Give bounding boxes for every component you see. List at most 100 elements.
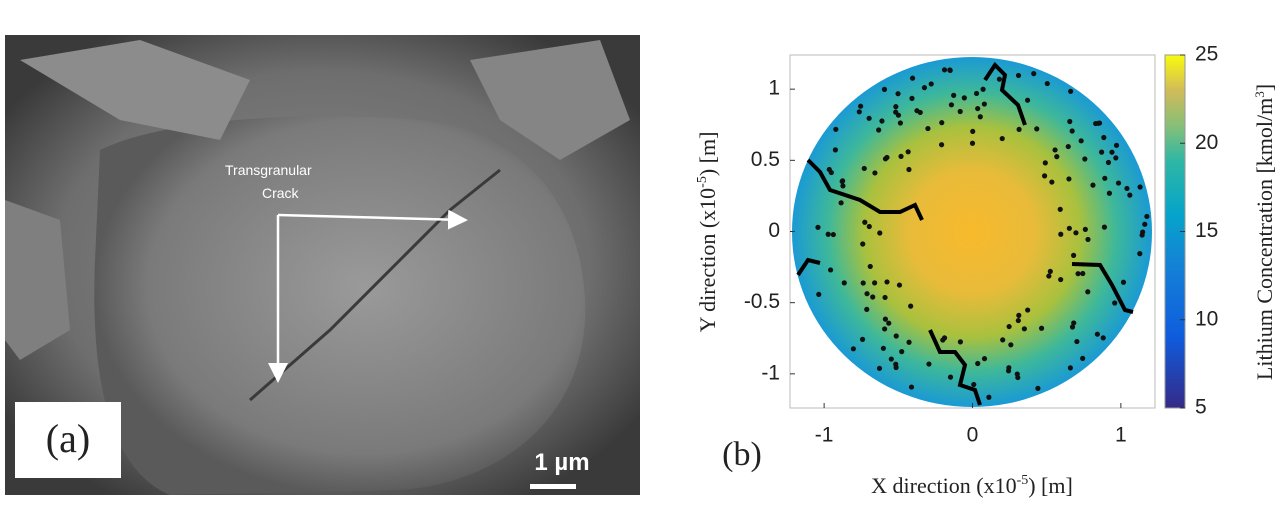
damage-point [860,241,866,247]
y-tick-label: -1 [761,361,780,384]
damage-point [906,339,912,345]
damage-point [870,294,876,300]
damage-point [1142,221,1148,227]
damage-point [1078,138,1084,144]
damage-point [1075,271,1081,277]
damage-point [1044,80,1050,87]
damage-point [961,95,967,101]
colorbar-tick-label: 15 [1195,219,1218,242]
damage-point [880,345,886,351]
damage-point [1066,225,1072,231]
y-tick-label: 1 [768,77,780,100]
damage-point [897,120,903,126]
damage-point [1082,156,1088,162]
damage-point [1080,355,1086,361]
damage-point [866,223,872,230]
damage-point [1021,326,1027,332]
damage-point [1093,120,1099,127]
x-tick-label: 1 [1115,424,1127,447]
damage-point [986,394,992,400]
damage-point [1054,154,1060,160]
damage-point [996,76,1003,82]
damage-point [981,356,988,362]
damage-point [1071,320,1077,326]
y-axis-label: Y direction (x10-5) [m] [695,132,720,333]
damage-point [1058,276,1064,283]
label-part: ) [m] [1028,473,1073,498]
damage-point [1034,126,1040,132]
damage-point [1144,213,1150,220]
damage-point [1115,180,1122,186]
crack [983,61,1027,126]
damage-point [1112,300,1118,306]
damage-point [948,102,955,108]
damage-point [877,230,883,236]
damage-point [939,120,945,126]
damage-point [1005,368,1012,374]
colorbar-tick-label: 5 [1195,396,1207,419]
damage-point [909,95,915,101]
damage-point [876,127,882,133]
colorbar-tick-label: 20 [1195,131,1218,154]
y-tick-label: 0.5 [751,148,780,171]
damage-point [862,219,868,225]
damage-point [1109,149,1115,155]
label-part: Y direction (x10 [695,188,720,333]
damage-point [896,282,903,288]
damage-point [884,279,890,285]
damage-point [893,109,899,115]
damage-point [1101,134,1107,141]
damage-point [1094,331,1100,337]
damage-point [917,109,923,116]
damage-point [879,118,885,124]
damage-point [1113,155,1119,161]
damage-point [969,140,976,146]
damage-point [1035,385,1041,391]
damage-point [859,336,866,342]
colorbar-label: Lithium Concentration [kmol/m3] [1252,84,1277,380]
x-tick-label: 0 [967,424,979,447]
y-tick-label: 0 [768,219,780,242]
damage-point [888,356,894,362]
damage-point [973,90,980,97]
damage-point [957,339,963,345]
damage-point [872,280,878,286]
flake [470,40,630,160]
label-part: X direction (x10 [871,473,1016,498]
label-part: ] [1252,84,1277,91]
damage-point [864,306,870,312]
damage-point [830,231,836,238]
crack [796,257,821,277]
damage-point [864,291,870,297]
damage-point [882,316,889,322]
label-sup: -5 [695,176,710,188]
damage-point [1024,97,1031,103]
damage-point [1074,338,1080,345]
damage-point [1139,232,1145,238]
damage-point [816,291,822,298]
damage-point [1099,149,1105,155]
scale-bar-label: 1 µm [534,449,589,476]
damage-point [947,67,953,73]
damage-point [850,346,856,352]
annotation: Crack [262,185,300,201]
damage-point [1008,342,1014,348]
damage-point [1069,324,1076,330]
damage-point [893,104,899,110]
damage-point [1080,270,1086,277]
damage-point [1085,289,1091,295]
damage-point [957,108,963,115]
damage-point [1124,185,1130,192]
damage-point [1047,268,1053,275]
damage-point [1082,226,1088,232]
damage-point [906,166,912,173]
damage-points [815,63,1150,400]
damage-point [1058,231,1064,237]
damage-point [1041,173,1048,179]
damage-point [941,67,948,73]
damage-point [1137,251,1143,257]
damage-point [1015,317,1021,324]
damage-point [898,153,904,159]
damage-point [832,147,838,153]
